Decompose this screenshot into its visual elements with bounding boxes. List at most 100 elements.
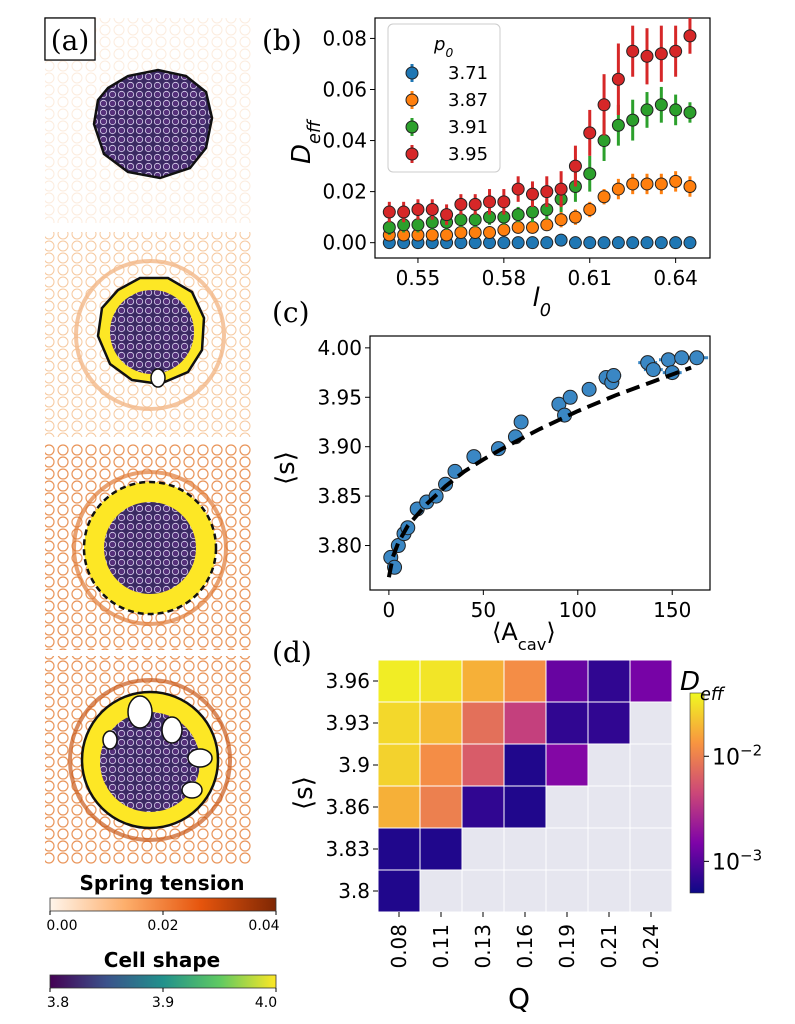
chart-c: 3.80 3.85 3.90 3.95 4.00 0 50 100 150 ⟨Acav⟩ ⟨s⟩ [271,335,711,654]
data-point [611,182,625,196]
heatmap-cell [461,827,505,871]
y-tick-label: 3.90 [317,435,362,459]
y-tick-label: 3.85 [317,484,362,508]
y-tick-label: 3.8 [338,879,370,903]
data-point [497,236,511,250]
x-tick-label: 0 [383,598,396,622]
data-point [597,134,611,148]
data-point [513,414,529,430]
data-point [497,223,511,237]
heatmap-cell [629,701,673,745]
y-tick-label: 3.80 [317,534,362,558]
y-tick-label: 0.02 [322,180,367,204]
heatmap-cell [545,785,589,829]
data-point [654,98,668,112]
data-point [525,187,539,201]
data-point [568,159,582,173]
cavity [102,730,118,750]
data-point [597,236,611,250]
data-point [583,202,597,216]
x-tick-label: 0.61 [567,266,612,290]
colorbar-spring-tension-tick: 0.04 [248,918,279,934]
heatmap-cell [419,659,463,703]
heatmap-cell [503,785,547,829]
heatmap-cell [629,743,673,787]
heatmap-cell [587,701,631,745]
data-point [397,205,411,219]
y-tick-label: 0.04 [322,129,367,153]
y-tick-label: 3.96 [325,669,370,693]
legend-label: 3.71 [448,63,488,84]
panel-a: (a) (a) [44,17,280,1011]
x-tick-label: 0.16 [513,924,537,969]
x-tick-label: 150 [653,598,691,622]
data-point [640,49,654,63]
colorbar-spring-tension-title: Spring tension [79,871,244,895]
heatmap-cell [461,869,505,913]
cell-cluster [104,502,196,594]
data-point [640,236,654,250]
colorbar-cell-shape-tick: 3.9 [152,995,174,1011]
heatmap-cell [461,701,505,745]
data-point [626,236,640,250]
data-point [683,105,697,119]
heatmap-cell [587,869,631,913]
heatmap-cell [545,869,589,913]
colorbar-cell-shape: Cell shape 3.8 3.9 4.0 [47,948,277,1011]
data-point [466,449,482,465]
x-tick-label: 0.64 [653,266,698,290]
data-point [568,210,582,224]
x-axis-label: l0 [533,283,551,321]
y-tick-label: 0.06 [322,77,367,101]
data-point [683,180,697,194]
panel-a-label-overlay: (a) [51,24,90,57]
data-point [581,381,597,397]
cell-cluster [100,712,200,812]
data-point [554,182,568,196]
data-point [640,103,654,117]
heatmap-cell [419,743,463,787]
legend-marker [405,66,419,80]
data-point [468,197,482,211]
colorbar-cell-shape-title: Cell shape [104,948,220,972]
x-tick-label: 0.11 [429,924,453,969]
data-point [683,236,697,250]
heatmap-cell [629,869,673,913]
heatmap-cell [587,659,631,703]
data-point [511,182,525,196]
data-point [511,236,525,250]
data-point [554,213,568,227]
data-point [483,195,497,209]
heatmap-cell [587,827,631,871]
legend-marker [405,120,419,134]
data-point [497,195,511,209]
heatmap-cell [545,659,589,703]
chart-b: 0.00 0.02 0.04 0.06 0.08 0.55 0.58 0.61 0.64 l0 De… [287,17,711,321]
data-point [583,167,597,181]
data-point [568,236,582,250]
data-point [669,103,683,117]
x-tick-label: 0.19 [555,924,579,969]
heatmap-cell [377,827,421,871]
colorbar-cell-shape-tick: 3.8 [47,995,69,1011]
heatmap-cell [587,743,631,787]
heatmap-cell [545,701,589,745]
data-point [660,352,676,368]
chart-d: 3.96 3.93 3.9 3.86 3.83 3.8 0.08 0.11 0.13 0.16 0.… [289,659,673,1015]
heatmap-cell [377,701,421,745]
data-point [669,236,683,250]
data-point [525,205,539,219]
data-point [640,177,654,191]
data-point [597,98,611,112]
cell-cluster [110,290,194,374]
y-axis-label: Deff [287,118,325,164]
data-point [645,362,661,378]
heatmap-cell [503,659,547,703]
data-point [689,350,705,366]
cavity [181,781,203,799]
colorbar-deff-title: Deff [680,667,726,705]
heatmap-cell [377,785,421,829]
data-point [611,72,625,86]
data-point [382,220,396,234]
data-point [411,218,425,232]
